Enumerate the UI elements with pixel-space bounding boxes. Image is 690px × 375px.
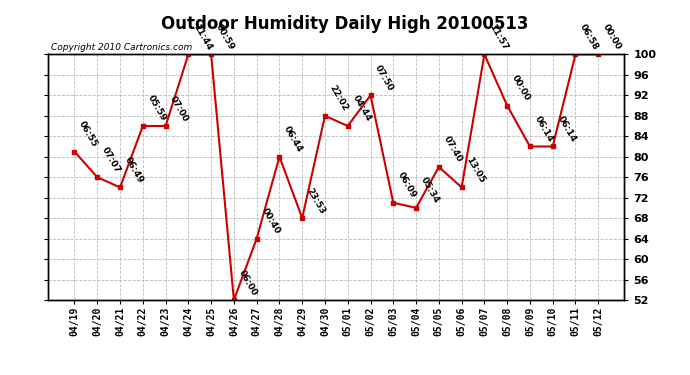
Text: 06:58: 06:58 xyxy=(578,22,600,52)
Text: 00:00: 00:00 xyxy=(601,23,623,52)
Text: Outdoor Humidity Daily High 20100513: Outdoor Humidity Daily High 20100513 xyxy=(161,15,529,33)
Text: 00:00: 00:00 xyxy=(510,74,532,103)
Text: 05:34: 05:34 xyxy=(419,176,441,205)
Text: 04:44: 04:44 xyxy=(351,94,373,123)
Text: 06:14: 06:14 xyxy=(533,114,555,144)
Text: 07:00: 07:00 xyxy=(168,94,190,123)
Text: Copyright 2010 Cartronics.com: Copyright 2010 Cartronics.com xyxy=(51,43,193,52)
Text: 11:44: 11:44 xyxy=(191,22,213,52)
Text: 06:55: 06:55 xyxy=(77,120,99,149)
Text: 23:53: 23:53 xyxy=(305,186,327,215)
Text: 00:59: 00:59 xyxy=(214,22,236,52)
Text: 06:49: 06:49 xyxy=(123,155,145,184)
Text: 11:57: 11:57 xyxy=(487,22,509,52)
Text: 05:59: 05:59 xyxy=(146,94,168,123)
Text: 00:40: 00:40 xyxy=(259,207,282,236)
Text: 06:14: 06:14 xyxy=(555,114,578,144)
Text: 06:09: 06:09 xyxy=(396,171,418,200)
Text: 07:07: 07:07 xyxy=(100,145,122,174)
Text: 07:50: 07:50 xyxy=(373,63,395,93)
Text: 07:40: 07:40 xyxy=(442,135,464,164)
Text: 06:00: 06:00 xyxy=(237,268,259,297)
Text: 06:44: 06:44 xyxy=(282,124,304,154)
Text: 13:05: 13:05 xyxy=(464,156,486,184)
Text: 22:02: 22:02 xyxy=(328,84,350,113)
